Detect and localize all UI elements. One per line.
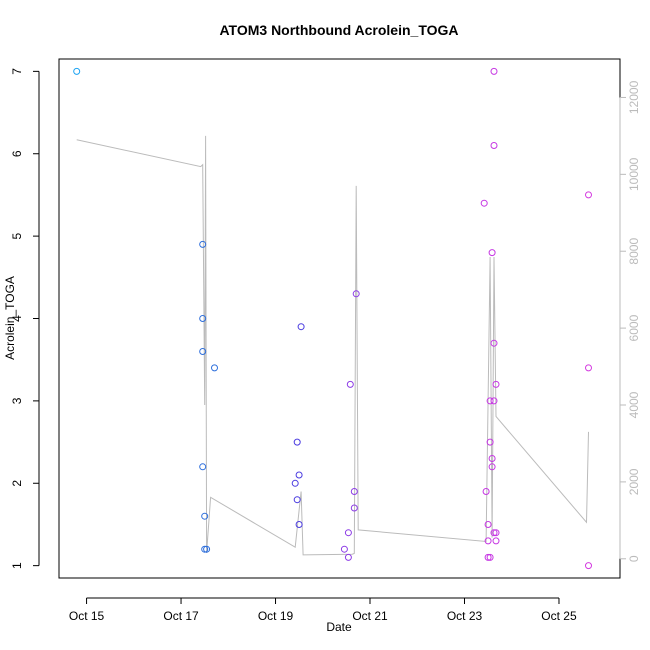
data-point — [488, 463, 496, 471]
y-tick-label: 6 — [10, 150, 24, 157]
data-point — [492, 537, 500, 545]
x-tick-label: Oct 19 — [258, 609, 294, 623]
x-axis: Oct 15 Oct 17 Oct 19 Oct 21 Oct 23 Oct 25 — [69, 597, 577, 623]
x-tick-label: Oct 23 — [447, 609, 483, 623]
y-tick-label: 4 — [10, 315, 24, 322]
data-point — [484, 521, 492, 528]
data-point — [199, 315, 207, 322]
data-point — [490, 142, 498, 149]
data-point — [350, 488, 358, 495]
y-tick-label: 2 — [10, 480, 24, 487]
y-axis-label: Acrolein_TOGA — [3, 276, 17, 360]
y2-tick-label: 6000 — [627, 314, 641, 341]
data-point — [199, 240, 207, 248]
chart-title: ATOM3 Northbound Acrolein_TOGA — [219, 22, 458, 38]
x-tick-label: Oct 25 — [541, 609, 577, 623]
data-point — [484, 553, 492, 561]
data-point — [297, 323, 305, 331]
y2-axis: 0 2000 4000 6000 8000 10000 12000 — [619, 80, 641, 562]
data-point — [490, 67, 498, 75]
data-point — [211, 364, 218, 372]
data-point — [492, 380, 500, 388]
data-point — [340, 545, 348, 553]
data-point — [486, 438, 494, 446]
data-point — [480, 199, 488, 207]
y2-tick-label: 0 — [627, 555, 641, 562]
data-point — [293, 438, 301, 446]
y2-tick-label: 4000 — [627, 391, 641, 418]
y2-tick-label: 2000 — [627, 468, 641, 495]
y-tick-label: 1 — [10, 562, 24, 569]
data-point — [492, 529, 500, 537]
data-point — [488, 455, 496, 462]
data-point — [203, 545, 211, 553]
data-point — [352, 290, 360, 298]
data-point — [484, 537, 492, 545]
y-tick-label: 5 — [10, 232, 24, 239]
x-tick-label: Oct 15 — [69, 609, 105, 623]
data-point — [344, 553, 352, 561]
x-axis-label: Date — [326, 620, 352, 634]
data-point — [295, 471, 303, 479]
data-point — [199, 463, 207, 471]
data-point — [291, 479, 299, 487]
y2-tick-label: 10000 — [627, 157, 641, 191]
data-point — [486, 553, 494, 561]
data-point — [490, 339, 498, 347]
x-tick-label: Oct 17 — [163, 609, 199, 623]
data-point — [73, 67, 81, 75]
y2-tick-label: 8000 — [627, 238, 641, 265]
data-point — [199, 348, 207, 355]
data-point — [482, 488, 490, 495]
data-point — [293, 496, 301, 504]
y-tick-label: 3 — [10, 397, 24, 404]
line-series — [76, 135, 589, 556]
data-point — [490, 397, 498, 405]
y2-tick-label: 12000 — [627, 80, 641, 114]
data-point — [201, 512, 209, 520]
data-point — [201, 545, 209, 553]
data-point — [344, 529, 352, 537]
data-point — [585, 562, 592, 570]
y-tick-label: 7 — [10, 68, 24, 75]
data-point — [488, 249, 496, 257]
data-point — [486, 397, 494, 405]
data-point — [585, 191, 592, 199]
data-point — [295, 521, 303, 528]
data-point — [490, 529, 498, 537]
data-point — [585, 364, 592, 372]
x-tick-label: Oct 21 — [352, 609, 388, 623]
data-point — [346, 380, 354, 388]
y-axis: 1 2 3 4 5 6 7 — [10, 68, 40, 569]
data-point — [350, 504, 358, 512]
points-layer — [73, 67, 592, 570]
line-series-layer — [76, 135, 589, 556]
